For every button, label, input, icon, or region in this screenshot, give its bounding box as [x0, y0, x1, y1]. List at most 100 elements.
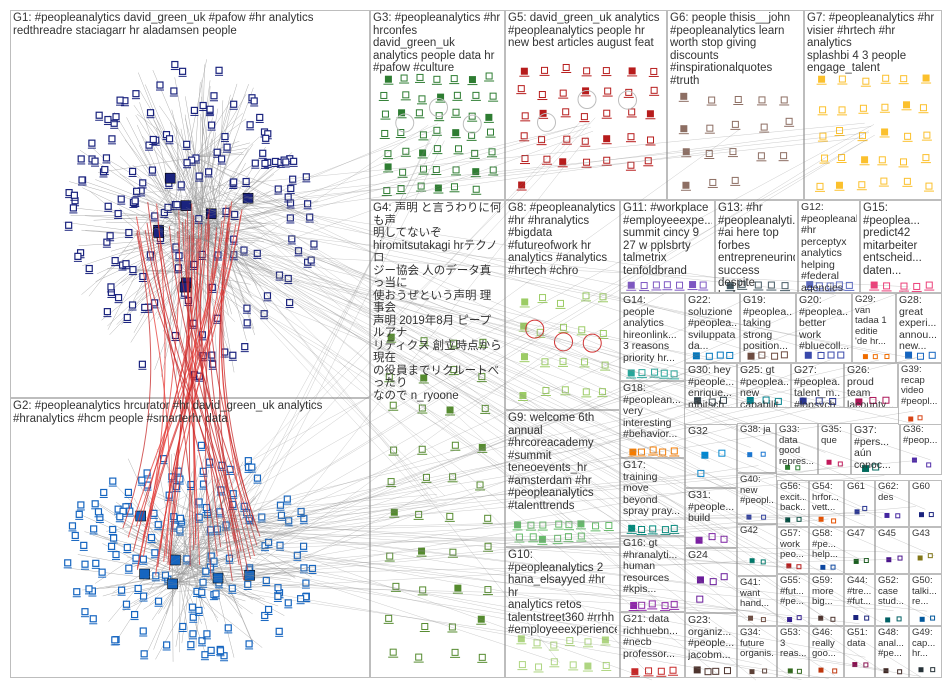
vertex-node [863, 662, 869, 668]
vertex-node [486, 128, 494, 136]
vertex-node [650, 86, 658, 94]
vertex-node [146, 251, 155, 259]
group-g17-panel: G17: training move beyond spray pray... [620, 458, 685, 536]
group-g8-label: G8: #peopleanalytics #hr #hranalytics #b… [508, 202, 616, 277]
group-g14-label: G14: people analytics hireonlink... 3 re… [623, 295, 677, 364]
vertex-node [696, 576, 704, 584]
vertex-node [450, 75, 458, 83]
vertex-node [696, 595, 704, 603]
group-g41-panel: G41: want hand... [737, 576, 777, 626]
vertex-node [262, 576, 270, 585]
vertex-node [699, 281, 707, 289]
vertex-node [286, 214, 294, 222]
vertex-node [151, 299, 159, 307]
group-g22-label: G22: soluzione #peoplea... sviluppata da… [688, 295, 737, 352]
vertex-node [242, 177, 250, 186]
group-g43-panel: G43 [909, 527, 942, 574]
vertex-node [514, 521, 522, 529]
vertex-node [818, 75, 826, 83]
vertex-node [397, 129, 405, 137]
vertex-node [836, 127, 844, 135]
vertex-node [472, 91, 480, 99]
vertex-node [627, 161, 635, 169]
group-g59-label: G59: more big... [812, 576, 834, 607]
group-g11-label: G11: #workplace #employeeexpe... summit … [623, 202, 712, 277]
vertex-node [203, 630, 211, 638]
vertex-node [189, 319, 197, 327]
vertex-node [285, 517, 293, 525]
vertex-node [390, 446, 398, 454]
vertex-node [117, 586, 126, 594]
vertex-node [198, 588, 206, 596]
vertex-node [77, 501, 85, 509]
vertex-node [287, 184, 295, 193]
vertex-node [261, 611, 269, 620]
vertex-node [880, 177, 888, 185]
vertex-node [202, 567, 210, 575]
vertex-node [835, 181, 843, 189]
vertex-node [114, 294, 123, 302]
vertex-node [91, 500, 99, 508]
vertex-node [582, 292, 590, 300]
vertex-node [645, 667, 653, 675]
vertex-node [647, 136, 655, 144]
group-g28-label: G28: great experi... annou... new... [899, 295, 937, 352]
vertex-node [433, 75, 441, 83]
hub-vertex [180, 200, 192, 211]
vertex-node [911, 457, 917, 463]
vertex-node [535, 663, 543, 671]
vertex-node [543, 155, 551, 163]
vertex-node [689, 281, 697, 289]
vertex-node [837, 461, 843, 467]
vertex-node [128, 167, 137, 176]
vertex-node [147, 533, 156, 542]
vertex-node [818, 615, 824, 621]
vertex-node [165, 135, 174, 143]
vertex-node [872, 354, 878, 360]
vertex-node [262, 134, 270, 142]
vertex-node [852, 662, 858, 668]
vertex-node [555, 520, 563, 528]
vertex-node [208, 283, 216, 291]
vertex-node [75, 510, 83, 518]
vertex-node [165, 491, 173, 499]
vertex-node [627, 133, 635, 141]
vertex-node [189, 630, 197, 638]
vertex-node [760, 451, 766, 457]
self-loop [554, 332, 573, 352]
vertex-node [831, 518, 837, 524]
vertex-node [520, 67, 528, 75]
vertex-node [176, 514, 185, 522]
vertex-node [731, 120, 739, 128]
vertex-node [670, 524, 678, 532]
vertex-node [449, 548, 457, 556]
vertex-node [476, 481, 484, 489]
group-g31-label: G31: #people... build [688, 490, 734, 524]
vertex-node [231, 210, 239, 219]
vertex-node [146, 109, 155, 117]
self-loop [582, 333, 602, 353]
vertex-node [542, 386, 550, 394]
group-g33-panel: G33: data good repres... [776, 423, 818, 475]
group-g35-panel: G35: que [818, 423, 851, 475]
vertex-node [720, 573, 728, 581]
vertex-node [862, 77, 870, 85]
vertex-node [418, 445, 426, 453]
vertex-node [760, 617, 766, 623]
vertex-node [85, 264, 93, 273]
group-g54-panel: G54: hrfor... vett... [809, 480, 844, 527]
vertex-node [862, 354, 868, 360]
group-g28-panel: G28: great experi... annou... new... [896, 293, 942, 363]
vertex-node [188, 603, 197, 611]
vertex-node [720, 535, 728, 543]
vertex-node [282, 158, 290, 166]
group-g34-label: G34: future organis... [740, 628, 774, 659]
vertex-node [922, 74, 930, 82]
vertex-node [900, 75, 908, 83]
vertex-node [81, 560, 89, 568]
vertex-node [749, 669, 755, 675]
group-g15-panel: G15: #peoplea... predict42 mitarbeiter e… [860, 200, 942, 293]
vertex-node [629, 448, 637, 456]
vertex-node [199, 467, 207, 475]
group-g7-label: G7: #peopleanalytics #hr visier #hrtech … [807, 12, 935, 74]
